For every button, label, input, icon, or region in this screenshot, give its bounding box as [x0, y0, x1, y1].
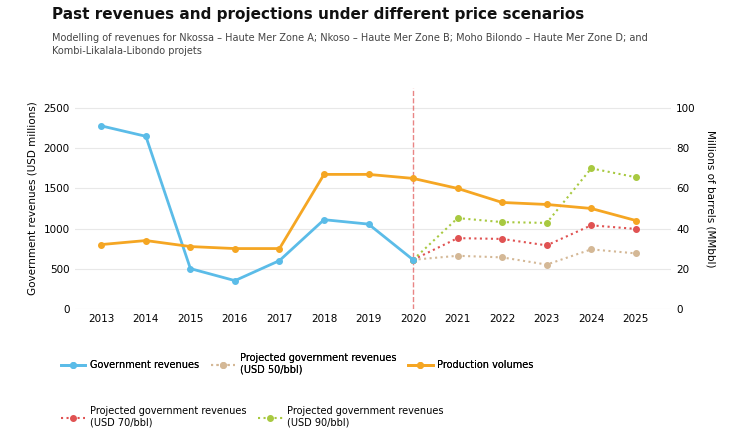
Y-axis label: Government revenues (USD millions): Government revenues (USD millions): [28, 101, 38, 295]
Text: Past revenues and projections under different price scenarios: Past revenues and projections under diff…: [52, 7, 584, 22]
Legend: Government revenues, Projected government revenues
(USD 50/bbl), Production volu: Government revenues, Projected governmen…: [57, 349, 538, 379]
Y-axis label: Millions of barrels (MMbbl): Millions of barrels (MMbbl): [705, 130, 715, 267]
Legend: Projected government revenues
(USD 70/bbl), Projected government revenues
(USD 9: Projected government revenues (USD 70/bb…: [57, 402, 448, 432]
Text: Modelling of revenues for Nkossa – Haute Mer Zone A; Nkoso – Haute Mer Zone B; M: Modelling of revenues for Nkossa – Haute…: [52, 33, 648, 56]
